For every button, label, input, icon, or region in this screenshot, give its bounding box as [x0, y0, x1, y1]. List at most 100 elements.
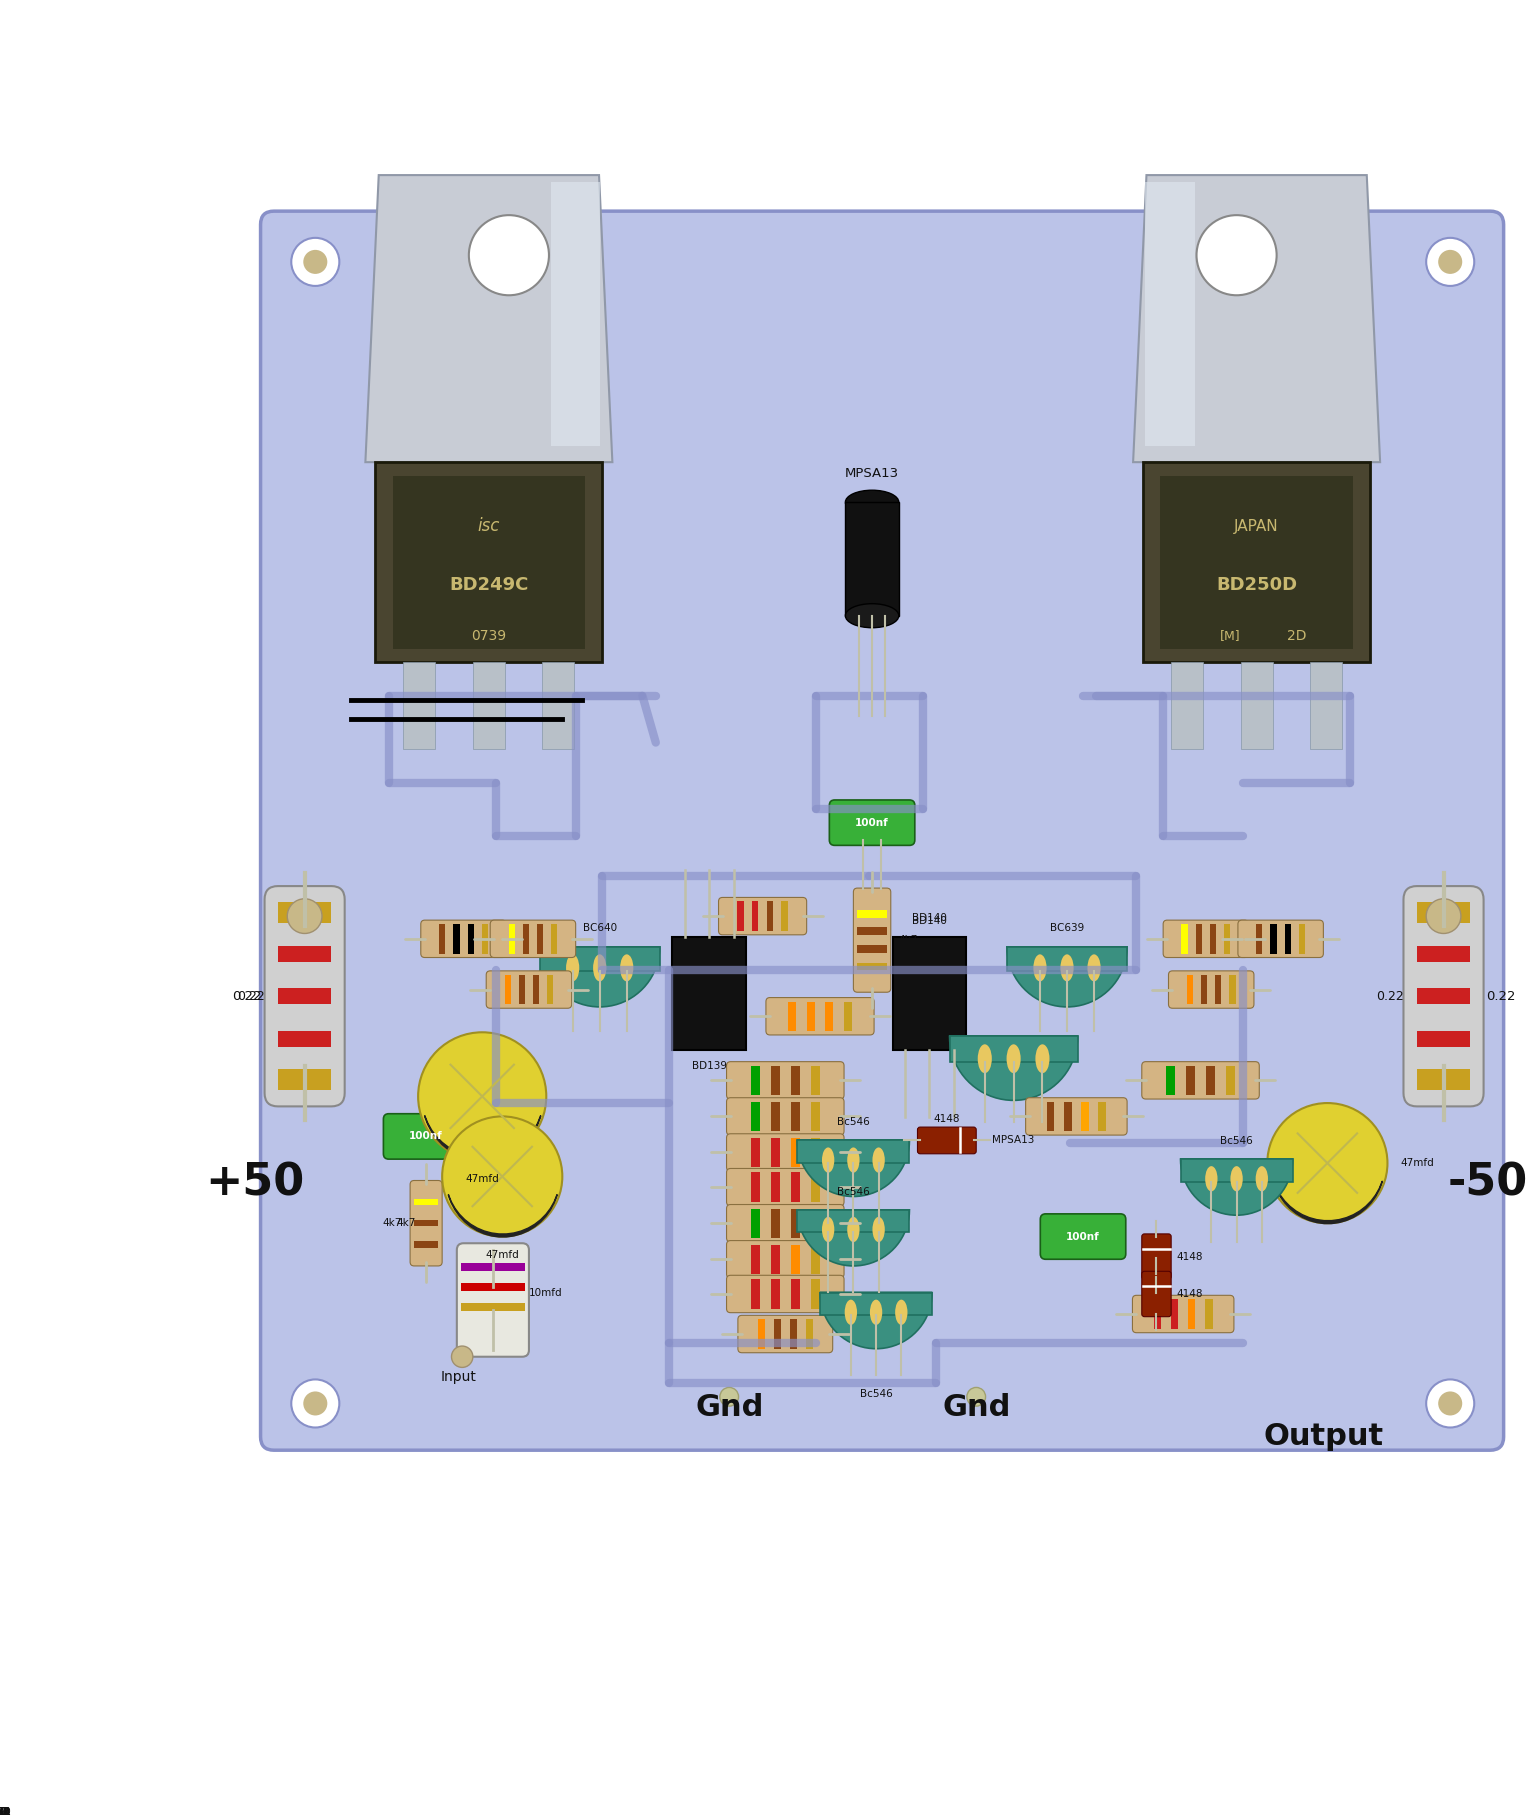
Circle shape	[418, 1033, 546, 1160]
Circle shape	[292, 1380, 340, 1427]
FancyBboxPatch shape	[798, 1209, 910, 1233]
FancyBboxPatch shape	[1187, 1065, 1194, 1094]
FancyBboxPatch shape	[792, 1138, 799, 1167]
Text: isc: isc	[478, 518, 500, 534]
FancyBboxPatch shape	[1168, 971, 1254, 1009]
Text: 0.22: 0.22	[237, 989, 264, 1004]
FancyBboxPatch shape	[792, 1280, 799, 1309]
Ellipse shape	[847, 1216, 859, 1242]
FancyBboxPatch shape	[278, 902, 332, 924]
FancyBboxPatch shape	[1417, 902, 1471, 924]
FancyBboxPatch shape	[858, 945, 887, 953]
FancyBboxPatch shape	[918, 1127, 976, 1154]
FancyBboxPatch shape	[520, 974, 526, 1004]
FancyBboxPatch shape	[767, 902, 773, 931]
FancyBboxPatch shape	[539, 947, 659, 971]
Ellipse shape	[873, 1216, 885, 1242]
Circle shape	[1439, 1391, 1462, 1416]
FancyBboxPatch shape	[1230, 974, 1236, 1004]
FancyBboxPatch shape	[490, 920, 576, 958]
FancyBboxPatch shape	[1154, 1300, 1162, 1329]
FancyBboxPatch shape	[1403, 885, 1483, 1107]
Polygon shape	[1007, 947, 1127, 1007]
FancyBboxPatch shape	[792, 1065, 799, 1094]
Text: 680: 680	[0, 1807, 11, 1818]
Ellipse shape	[1088, 954, 1100, 982]
Text: 100nf: 100nf	[409, 1131, 443, 1142]
FancyBboxPatch shape	[788, 1002, 796, 1031]
Text: Input: Input	[440, 1369, 476, 1383]
FancyBboxPatch shape	[750, 1209, 759, 1238]
Circle shape	[303, 249, 327, 275]
Text: 680: 680	[0, 1807, 11, 1818]
FancyBboxPatch shape	[812, 1209, 819, 1238]
FancyBboxPatch shape	[1417, 945, 1471, 962]
FancyBboxPatch shape	[830, 800, 915, 845]
FancyBboxPatch shape	[1207, 1065, 1214, 1094]
FancyBboxPatch shape	[1205, 1300, 1213, 1329]
FancyBboxPatch shape	[523, 924, 529, 953]
Ellipse shape	[593, 954, 606, 982]
Text: 22k: 22k	[0, 1807, 11, 1818]
FancyBboxPatch shape	[264, 885, 344, 1107]
FancyBboxPatch shape	[673, 936, 745, 1051]
FancyBboxPatch shape	[773, 1320, 781, 1349]
FancyBboxPatch shape	[1182, 924, 1188, 953]
FancyBboxPatch shape	[413, 1220, 438, 1227]
Ellipse shape	[845, 491, 899, 514]
FancyBboxPatch shape	[950, 1036, 1077, 1062]
FancyBboxPatch shape	[845, 502, 899, 616]
Circle shape	[1426, 1380, 1474, 1427]
FancyBboxPatch shape	[750, 1065, 759, 1094]
FancyBboxPatch shape	[1256, 924, 1262, 953]
FancyBboxPatch shape	[403, 662, 435, 749]
Ellipse shape	[1036, 1044, 1050, 1073]
Ellipse shape	[845, 1300, 858, 1325]
FancyBboxPatch shape	[278, 1069, 332, 1091]
Ellipse shape	[619, 954, 633, 982]
FancyBboxPatch shape	[456, 1244, 529, 1356]
FancyBboxPatch shape	[1216, 974, 1222, 1004]
Circle shape	[292, 238, 340, 285]
FancyBboxPatch shape	[410, 1180, 443, 1265]
Text: +50: +50	[206, 1162, 304, 1205]
Text: BC639: BC639	[1050, 924, 1084, 933]
Circle shape	[967, 1387, 985, 1405]
FancyBboxPatch shape	[1210, 924, 1216, 953]
Text: Bc546: Bc546	[838, 1116, 870, 1127]
Text: 47: 47	[0, 1807, 8, 1818]
Text: [M]: [M]	[1219, 629, 1240, 642]
Text: 4k7: 4k7	[397, 1218, 417, 1229]
FancyBboxPatch shape	[825, 1002, 833, 1031]
FancyBboxPatch shape	[1187, 974, 1193, 1004]
FancyBboxPatch shape	[812, 1245, 819, 1274]
Text: 220: 220	[0, 1807, 11, 1818]
FancyBboxPatch shape	[481, 924, 487, 953]
FancyBboxPatch shape	[1160, 476, 1353, 649]
Circle shape	[287, 898, 321, 933]
FancyBboxPatch shape	[1164, 920, 1248, 958]
FancyBboxPatch shape	[790, 1320, 796, 1349]
FancyBboxPatch shape	[461, 1264, 526, 1271]
Ellipse shape	[847, 1147, 859, 1173]
Ellipse shape	[1061, 954, 1074, 982]
FancyBboxPatch shape	[278, 989, 332, 1004]
FancyBboxPatch shape	[1145, 182, 1194, 445]
Text: 4148: 4148	[1176, 1289, 1203, 1300]
Text: Output: Output	[1263, 1422, 1383, 1451]
Ellipse shape	[822, 1216, 835, 1242]
FancyBboxPatch shape	[1167, 1065, 1174, 1094]
FancyBboxPatch shape	[1417, 1031, 1471, 1047]
Ellipse shape	[895, 1300, 907, 1325]
Text: 0.22: 0.22	[1486, 989, 1515, 1004]
FancyBboxPatch shape	[261, 211, 1503, 1451]
FancyBboxPatch shape	[1223, 924, 1230, 953]
FancyBboxPatch shape	[375, 462, 603, 662]
Text: 4k7: 4k7	[899, 934, 918, 945]
FancyBboxPatch shape	[1196, 924, 1202, 953]
Text: 22k: 22k	[0, 1807, 11, 1818]
FancyBboxPatch shape	[792, 1173, 799, 1202]
FancyBboxPatch shape	[765, 998, 875, 1034]
FancyBboxPatch shape	[858, 927, 887, 934]
FancyBboxPatch shape	[1285, 924, 1291, 953]
